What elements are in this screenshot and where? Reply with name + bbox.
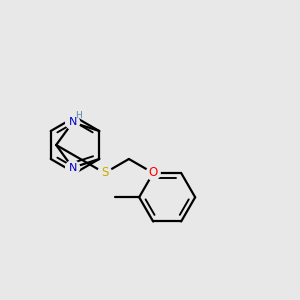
Circle shape (66, 161, 80, 175)
Circle shape (146, 166, 160, 180)
Text: H: H (75, 111, 82, 120)
Text: O: O (148, 167, 158, 179)
Text: N: N (68, 163, 77, 173)
Circle shape (66, 115, 80, 129)
Circle shape (98, 166, 112, 180)
Text: S: S (101, 167, 108, 179)
Text: N: N (68, 117, 77, 127)
